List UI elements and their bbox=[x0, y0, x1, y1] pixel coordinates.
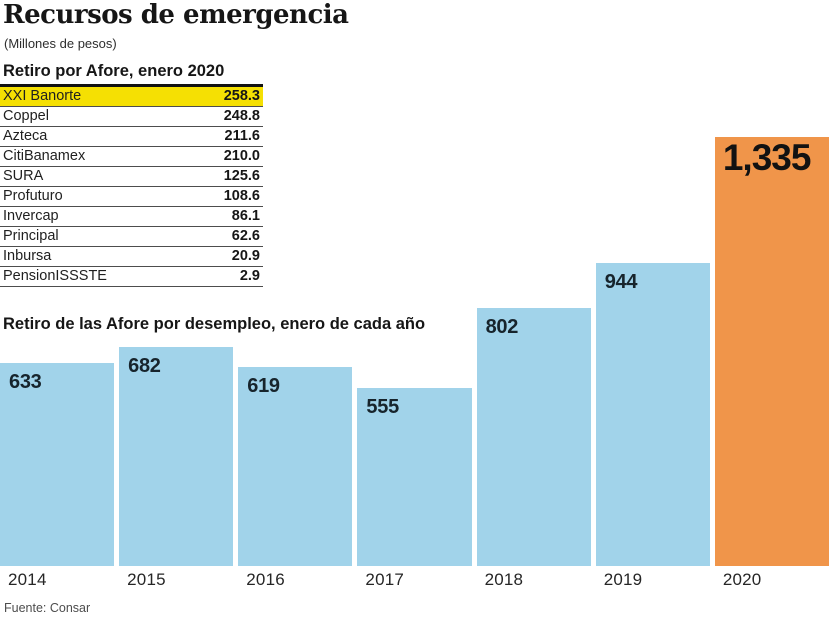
x-tick-2015: 2015 bbox=[127, 570, 166, 589]
afore-name: Inbursa bbox=[3, 248, 52, 264]
source-note: Fuente: Consar bbox=[4, 601, 91, 615]
afore-value: 210.0 bbox=[223, 148, 260, 164]
table-row: Inbursa 20.9 bbox=[0, 247, 263, 267]
afore-name: Profuturo bbox=[3, 188, 63, 204]
table-row: XXI Banorte 258.3 bbox=[0, 87, 263, 107]
bar-value-label: 633 bbox=[9, 371, 42, 393]
chart-title: Retiro de las Afore por desempleo, enero… bbox=[3, 315, 426, 333]
bar-2017: 555 bbox=[357, 388, 472, 566]
afore-value: 2.9 bbox=[239, 268, 260, 284]
afore-value: 86.1 bbox=[231, 208, 260, 224]
afore-value: 62.6 bbox=[231, 228, 260, 244]
afore-name: Coppel bbox=[3, 108, 49, 124]
afore-name: CitiBanamex bbox=[3, 148, 86, 164]
table-row: SURA 125.6 bbox=[0, 167, 263, 187]
afore-value: 108.6 bbox=[223, 188, 260, 204]
x-axis: 2014 2015 2016 2017 2018 2019 2020 bbox=[0, 570, 829, 590]
bar-value-label: 1,335 bbox=[722, 137, 812, 178]
bar-2019: 944 bbox=[595, 263, 710, 566]
afore-value: 211.6 bbox=[224, 128, 261, 144]
afore-name: Azteca bbox=[3, 128, 48, 144]
table-row: Invercap 86.1 bbox=[0, 207, 263, 227]
x-tick-2018: 2018 bbox=[484, 570, 524, 589]
page-subtitle: (Millones de pesos) bbox=[4, 36, 117, 51]
afore-name: XXI Banorte bbox=[3, 88, 82, 104]
bar-value-label: 802 bbox=[485, 316, 519, 338]
afore-name: Invercap bbox=[3, 208, 59, 224]
x-tick-2017: 2017 bbox=[365, 570, 405, 589]
bar-2018: 802 bbox=[476, 308, 591, 566]
afore-value: 125.6 bbox=[223, 168, 260, 184]
bar-2014: 633 bbox=[0, 363, 115, 566]
bar-value-label: 555 bbox=[366, 396, 399, 418]
bar-value-label: 944 bbox=[604, 271, 638, 293]
x-tick-2020: 2020 bbox=[722, 570, 762, 589]
bar-value-label: 682 bbox=[128, 355, 161, 377]
table-row: Azteca 211.6 bbox=[0, 127, 263, 147]
page-title: Recursos de emergencia bbox=[3, 0, 349, 30]
table-row: Profuturo 108.6 bbox=[0, 187, 263, 207]
afore-table-title: Retiro por Afore, enero 2020 bbox=[3, 62, 225, 80]
afore-name: Principal bbox=[3, 228, 59, 244]
afore-value: 248.8 bbox=[223, 108, 260, 124]
bar-2016: 619 bbox=[238, 367, 353, 566]
bar-chart: 633 682 619 555 802 944 1,335 bbox=[0, 137, 829, 566]
table-row: PensionISSSTE 2.9 bbox=[0, 267, 263, 287]
bar-value-label: 619 bbox=[247, 375, 280, 397]
x-tick-2016: 2016 bbox=[246, 570, 285, 589]
x-tick-2014: 2014 bbox=[8, 570, 47, 589]
afore-value: 20.9 bbox=[231, 248, 260, 264]
x-tick-2019: 2019 bbox=[603, 570, 643, 589]
afore-table: XXI Banorte 258.3 Coppel 248.8 Azteca 211.6 Ci… bbox=[0, 84, 263, 287]
afore-name: PensionISSSTE bbox=[3, 268, 107, 284]
afore-name: SURA bbox=[3, 168, 44, 184]
bar-2015: 682 bbox=[119, 347, 234, 566]
table-row: Coppel 248.8 bbox=[0, 107, 263, 127]
bar-2020: 1,335 bbox=[714, 137, 829, 566]
table-row: Principal 62.6 bbox=[0, 227, 263, 247]
afore-value: 258.3 bbox=[223, 88, 260, 104]
table-row: CitiBanamex 210.0 bbox=[0, 147, 263, 167]
